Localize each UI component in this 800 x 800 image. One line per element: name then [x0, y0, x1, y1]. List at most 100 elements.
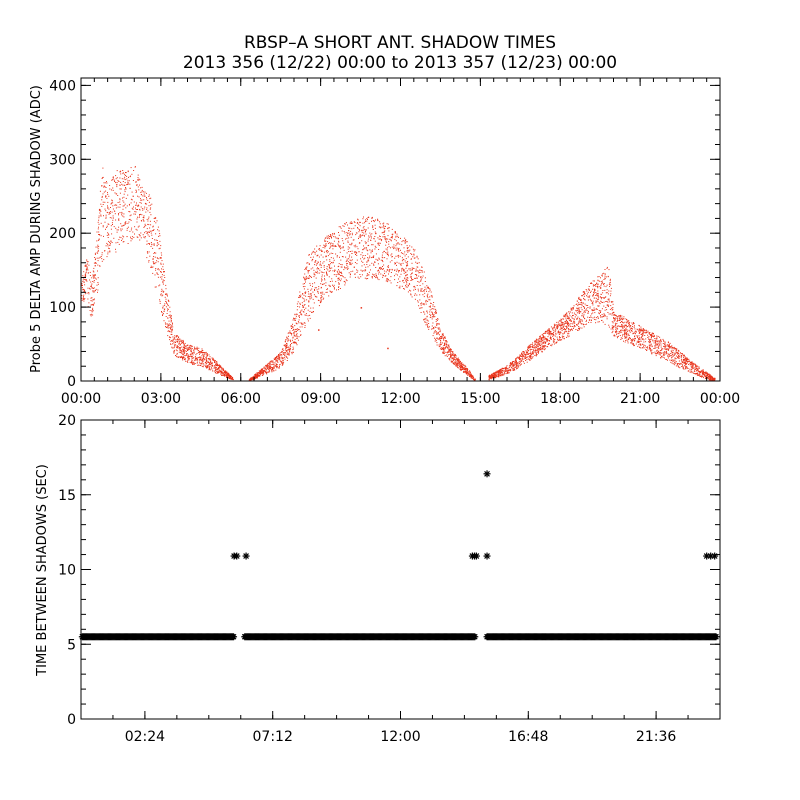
- delta-amp-point: [172, 322, 173, 324]
- delta-amp-point: [276, 357, 278, 359]
- delta-amp-point: [140, 199, 142, 201]
- delta-amp-point: [359, 235, 361, 237]
- delta-amp-point: [147, 210, 149, 212]
- delta-amp-point: [188, 348, 190, 350]
- delta-amp-point: [371, 244, 373, 246]
- delta-amp-point: [332, 261, 334, 263]
- delta-amp-point: [112, 205, 114, 207]
- delta-amp-point: [224, 373, 226, 375]
- delta-amp-point: [428, 299, 430, 301]
- delta-amp-point: [435, 308, 437, 310]
- delta-amp-point: [325, 291, 327, 293]
- delta-amp-point: [308, 293, 310, 295]
- delta-amp-point: [320, 264, 322, 266]
- delta-amp-point: [333, 232, 335, 234]
- delta-amp-point: [199, 351, 201, 352]
- delta-amp-point: [321, 293, 323, 295]
- delta-amp-point: [454, 361, 456, 363]
- delta-amp-point: [114, 213, 116, 215]
- delta-amp-point: [387, 254, 388, 255]
- delta-amp-point: [154, 262, 156, 264]
- delta-amp-point: [299, 303, 301, 305]
- delta-amp-point: [587, 305, 589, 306]
- delta-amp-point: [268, 363, 270, 365]
- delta-amp-point: [129, 183, 131, 185]
- delta-amp-point: [124, 223, 126, 225]
- delta-amp-point: [199, 359, 201, 361]
- delta-amp-point: [436, 337, 438, 339]
- delta-amp-point: [153, 244, 155, 246]
- delta-amp-point: [124, 175, 126, 176]
- delta-amp-point: [257, 373, 259, 375]
- delta-amp-point: [652, 352, 654, 354]
- delta-amp-point: [214, 359, 215, 361]
- delta-amp-point: [349, 222, 351, 224]
- delta-amp-point: [587, 291, 589, 293]
- delta-amp-point: [273, 363, 275, 365]
- delta-amp-point: [494, 375, 496, 376]
- delta-amp-point: [378, 273, 380, 275]
- delta-amp-point: [261, 371, 263, 373]
- delta-amp-point: [528, 350, 529, 352]
- delta-amp-point: [413, 286, 415, 288]
- delta-amp-point: [183, 345, 185, 347]
- delta-amp-point: [167, 327, 169, 329]
- delta-amp-point: [702, 369, 704, 371]
- delta-amp-point: [622, 322, 624, 324]
- delta-amp-point: [626, 335, 628, 337]
- delta-amp-point: [287, 349, 289, 350]
- delta-amp-point: [156, 260, 158, 262]
- delta-amp-point: [357, 248, 359, 250]
- delta-amp-point: [289, 339, 291, 341]
- delta-amp-point: [683, 354, 685, 356]
- delta-amp-point: [327, 237, 329, 239]
- delta-amp-point: [449, 348, 451, 350]
- delta-amp-point: [364, 231, 366, 233]
- delta-amp-point: [669, 354, 670, 356]
- delta-amp-point: [448, 346, 450, 348]
- delta-amp-point: [572, 315, 573, 316]
- delta-amp-point: [569, 311, 571, 313]
- delta-amp-point: [197, 364, 199, 366]
- delta-amp-point: [140, 187, 142, 189]
- delta-amp-point: [573, 318, 575, 320]
- delta-amp-point: [160, 293, 162, 295]
- delta-amp-point: [513, 368, 515, 370]
- delta-amp-point: [692, 372, 694, 374]
- delta-amp-point: [310, 268, 312, 270]
- delta-amp-point: [420, 270, 422, 272]
- delta-amp-point: [638, 330, 640, 332]
- delta-amp-point: [301, 324, 303, 326]
- delta-amp-point: [173, 349, 175, 351]
- delta-amp-point: [197, 351, 199, 353]
- delta-amp-point: [632, 343, 634, 345]
- delta-amp-point: [464, 366, 466, 368]
- delta-amp-point: [639, 343, 641, 345]
- delta-amp-point: [520, 358, 522, 359]
- delta-amp-point: [496, 374, 498, 376]
- delta-amp-point: [160, 252, 162, 254]
- delta-amp-point: [126, 184, 128, 186]
- delta-amp-point: [324, 240, 326, 242]
- delta-amp-point: [311, 297, 313, 299]
- delta-amp-point: [367, 266, 369, 268]
- delta-amp-point: [452, 354, 454, 356]
- delta-amp-point: [370, 269, 371, 271]
- delta-amp-point: [346, 268, 348, 270]
- delta-amp-point: [256, 375, 258, 377]
- delta-amp-point: [289, 344, 291, 346]
- delta-amp-point: [299, 316, 300, 318]
- delta-amp-point: [433, 316, 435, 318]
- delta-amp-point: [143, 217, 145, 219]
- delta-amp-point: [325, 282, 327, 284]
- delta-amp-point: [436, 334, 438, 335]
- delta-amp-point: [212, 365, 213, 367]
- delta-amp-point: [144, 206, 146, 208]
- delta-amp-point: [149, 255, 151, 257]
- delta-amp-point: [434, 340, 436, 342]
- delta-amp-point: [170, 319, 172, 321]
- delta-amp-point: [137, 216, 138, 218]
- delta-amp-point: [287, 357, 289, 359]
- delta-amp-point: [596, 285, 598, 287]
- delta-amp-point: [202, 366, 204, 368]
